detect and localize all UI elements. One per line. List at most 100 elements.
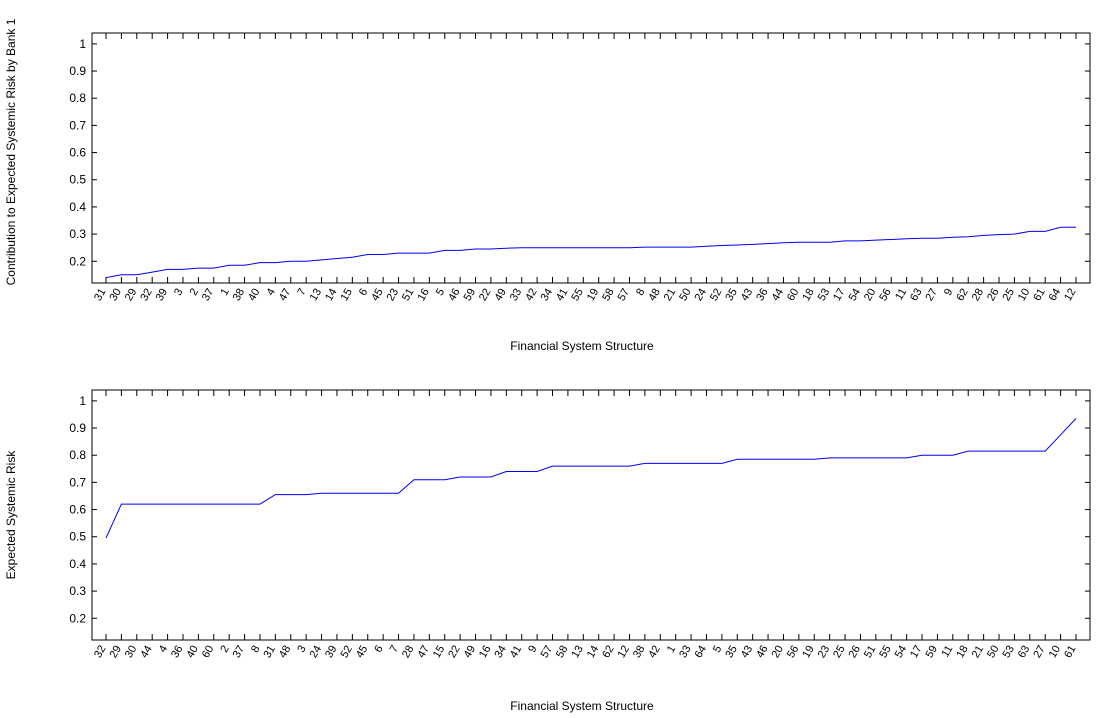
bottom-x-tick-label: 39 (323, 644, 340, 661)
top-y-tick-label: 0.8 (69, 91, 86, 105)
top-x-axis-label: Financial System Structure (510, 339, 654, 353)
bottom-x-tick-label: 9 (526, 644, 539, 655)
bottom-y-tick-label: 0.3 (69, 584, 86, 598)
top-x-tick-label: 17 (831, 287, 848, 304)
bottom-x-tick-label: 63 (1016, 644, 1033, 661)
top-x-tick-label: 33 (508, 287, 525, 304)
top-y-tick-label: 0.6 (69, 146, 86, 160)
bottom-x-tick-label: 11 (939, 644, 955, 660)
top-x-tick-label: 5 (434, 287, 447, 298)
bottom-x-axis-label: Financial System Structure (510, 699, 654, 713)
top-x-tick-label: 64 (1047, 287, 1064, 304)
top-x-tick-label: 55 (569, 287, 586, 304)
top-y-tick-label: 1 (79, 37, 86, 51)
top-x-tick-label: 34 (539, 287, 556, 304)
top-x-tick-label: 53 (816, 287, 833, 304)
bottom-plot-frame (91, 389, 1091, 641)
bottom-y-tick-label: 0.4 (69, 557, 86, 571)
bottom-x-tick-label: 35 (723, 644, 740, 661)
top-chart: Contribution to Expected Systemic Risk b… (4, 18, 1091, 353)
bottom-x-tick-label: 29 (107, 644, 124, 661)
bottom-chart: Expected Systemic Risk Financial System … (4, 389, 1091, 713)
bottom-x-tick-label: 37 (231, 644, 248, 661)
bottom-x-tick-label: 41 (508, 644, 525, 661)
bottom-x-tick-label: 55 (877, 644, 894, 661)
bottom-x-tick-label: 4 (157, 644, 170, 655)
bottom-x-tick-label: 21 (970, 644, 987, 661)
bottom-x-tick-label: 22 (446, 644, 463, 661)
bottom-x-tick-label: 52 (338, 644, 355, 661)
bottom-y-tick-label: 0.7 (69, 475, 86, 489)
top-x-tick-label: 28 (970, 287, 987, 304)
top-x-tick-label: 8 (634, 287, 647, 298)
top-x-tick-label: 39 (154, 287, 171, 304)
top-y-tick-label: 0.2 (69, 254, 86, 268)
bottom-x-tick-label: 19 (800, 644, 817, 661)
top-x-tick-label: 10 (1016, 287, 1033, 304)
top-y-tick-label: 0.9 (69, 64, 86, 78)
top-x-tick-label: 24 (693, 287, 710, 304)
bottom-y-tick-label: 1 (79, 394, 86, 408)
top-x-tick-label: 20 (862, 287, 879, 304)
bottom-x-tick-label: 23 (816, 644, 833, 661)
top-x-tick-label: 41 (554, 287, 571, 304)
top-x-tick-label: 30 (107, 287, 124, 304)
bottom-y-tick-label: 0.2 (69, 611, 86, 625)
top-x-tick-label: 63 (908, 287, 925, 304)
top-x-tick-label: 25 (1000, 287, 1017, 304)
top-x-tick-label: 58 (600, 287, 617, 304)
bottom-x-tick-label: 45 (354, 644, 371, 661)
top-x-tick-label: 16 (415, 287, 432, 304)
top-x-tick-label: 26 (985, 287, 1002, 304)
bottom-series-line-group (105, 418, 1077, 539)
bottom-x-tick-label: 60 (200, 644, 217, 661)
top-x-tick-label: 15 (338, 287, 355, 304)
top-x-tick-label: 31 (92, 287, 109, 304)
top-x-tick-label: 38 (231, 287, 248, 304)
top-x-tick-label: 45 (369, 287, 386, 304)
top-x-tick-label: 40 (246, 287, 263, 304)
bottom-y-axis-label: Expected Systemic Risk (4, 450, 18, 580)
top-x-tick-label: 11 (893, 287, 909, 303)
bottom-x-tick-label: 62 (600, 644, 617, 661)
top-x-tick-label: 6 (357, 287, 370, 298)
bottom-x-tick-label: 48 (277, 644, 294, 661)
top-series-line-group (105, 226, 1076, 279)
top-x-tick-label: 56 (877, 287, 894, 304)
bottom-x-tick-label: 3 (295, 644, 308, 655)
top-x-tick-label: 57 (616, 287, 633, 304)
top-x-tick-label: 54 (847, 287, 864, 304)
top-x-tick-label: 14 (323, 287, 340, 304)
top-y-axis-label: Contribution to Expected Systemic Risk b… (4, 18, 18, 285)
top-x-tick-label: 42 (523, 287, 540, 304)
top-x-tick-label: 4 (265, 287, 278, 298)
top-x-tick-label: 23 (385, 287, 402, 304)
top-y-tick-label: 0.3 (69, 227, 86, 241)
bottom-x-tick-label: 27 (1031, 644, 1048, 661)
bottom-x-tick-label: 51 (862, 644, 879, 661)
top-x-tick-label: 44 (770, 287, 787, 304)
bottom-x-tick-label: 12 (616, 644, 633, 661)
top-x-tick-label: 46 (446, 287, 463, 304)
top-y-tick-label: 0.5 (69, 173, 86, 187)
bottom-x-tick-label: 31 (261, 644, 278, 661)
bottom-x-tick-label: 30 (123, 644, 140, 661)
bottom-x-tick-label: 6 (372, 644, 385, 655)
bottom-x-tick-label: 2 (218, 644, 231, 655)
bottom-x-tick-label: 14 (585, 644, 602, 661)
bottom-x-tick-label: 20 (770, 644, 787, 661)
top-x-tick-label: 32 (138, 287, 155, 304)
top-x-tick-label: 62 (954, 287, 971, 304)
top-y-tick-label: 0.4 (69, 200, 86, 214)
bottom-x-tick-label: 26 (847, 644, 864, 661)
top-x-tick-label: 7 (295, 287, 308, 298)
bottom-x-tick-label: 24 (308, 644, 325, 661)
top-x-tick-label: 50 (677, 287, 694, 304)
bottom-x-tick-label: 57 (539, 644, 556, 661)
top-x-tick-label: 49 (492, 287, 509, 304)
bottom-x-tick-label: 49 (462, 644, 479, 661)
bottom-y-tick-label: 0.5 (69, 530, 86, 544)
bottom-x-tick-label: 36 (169, 644, 186, 661)
